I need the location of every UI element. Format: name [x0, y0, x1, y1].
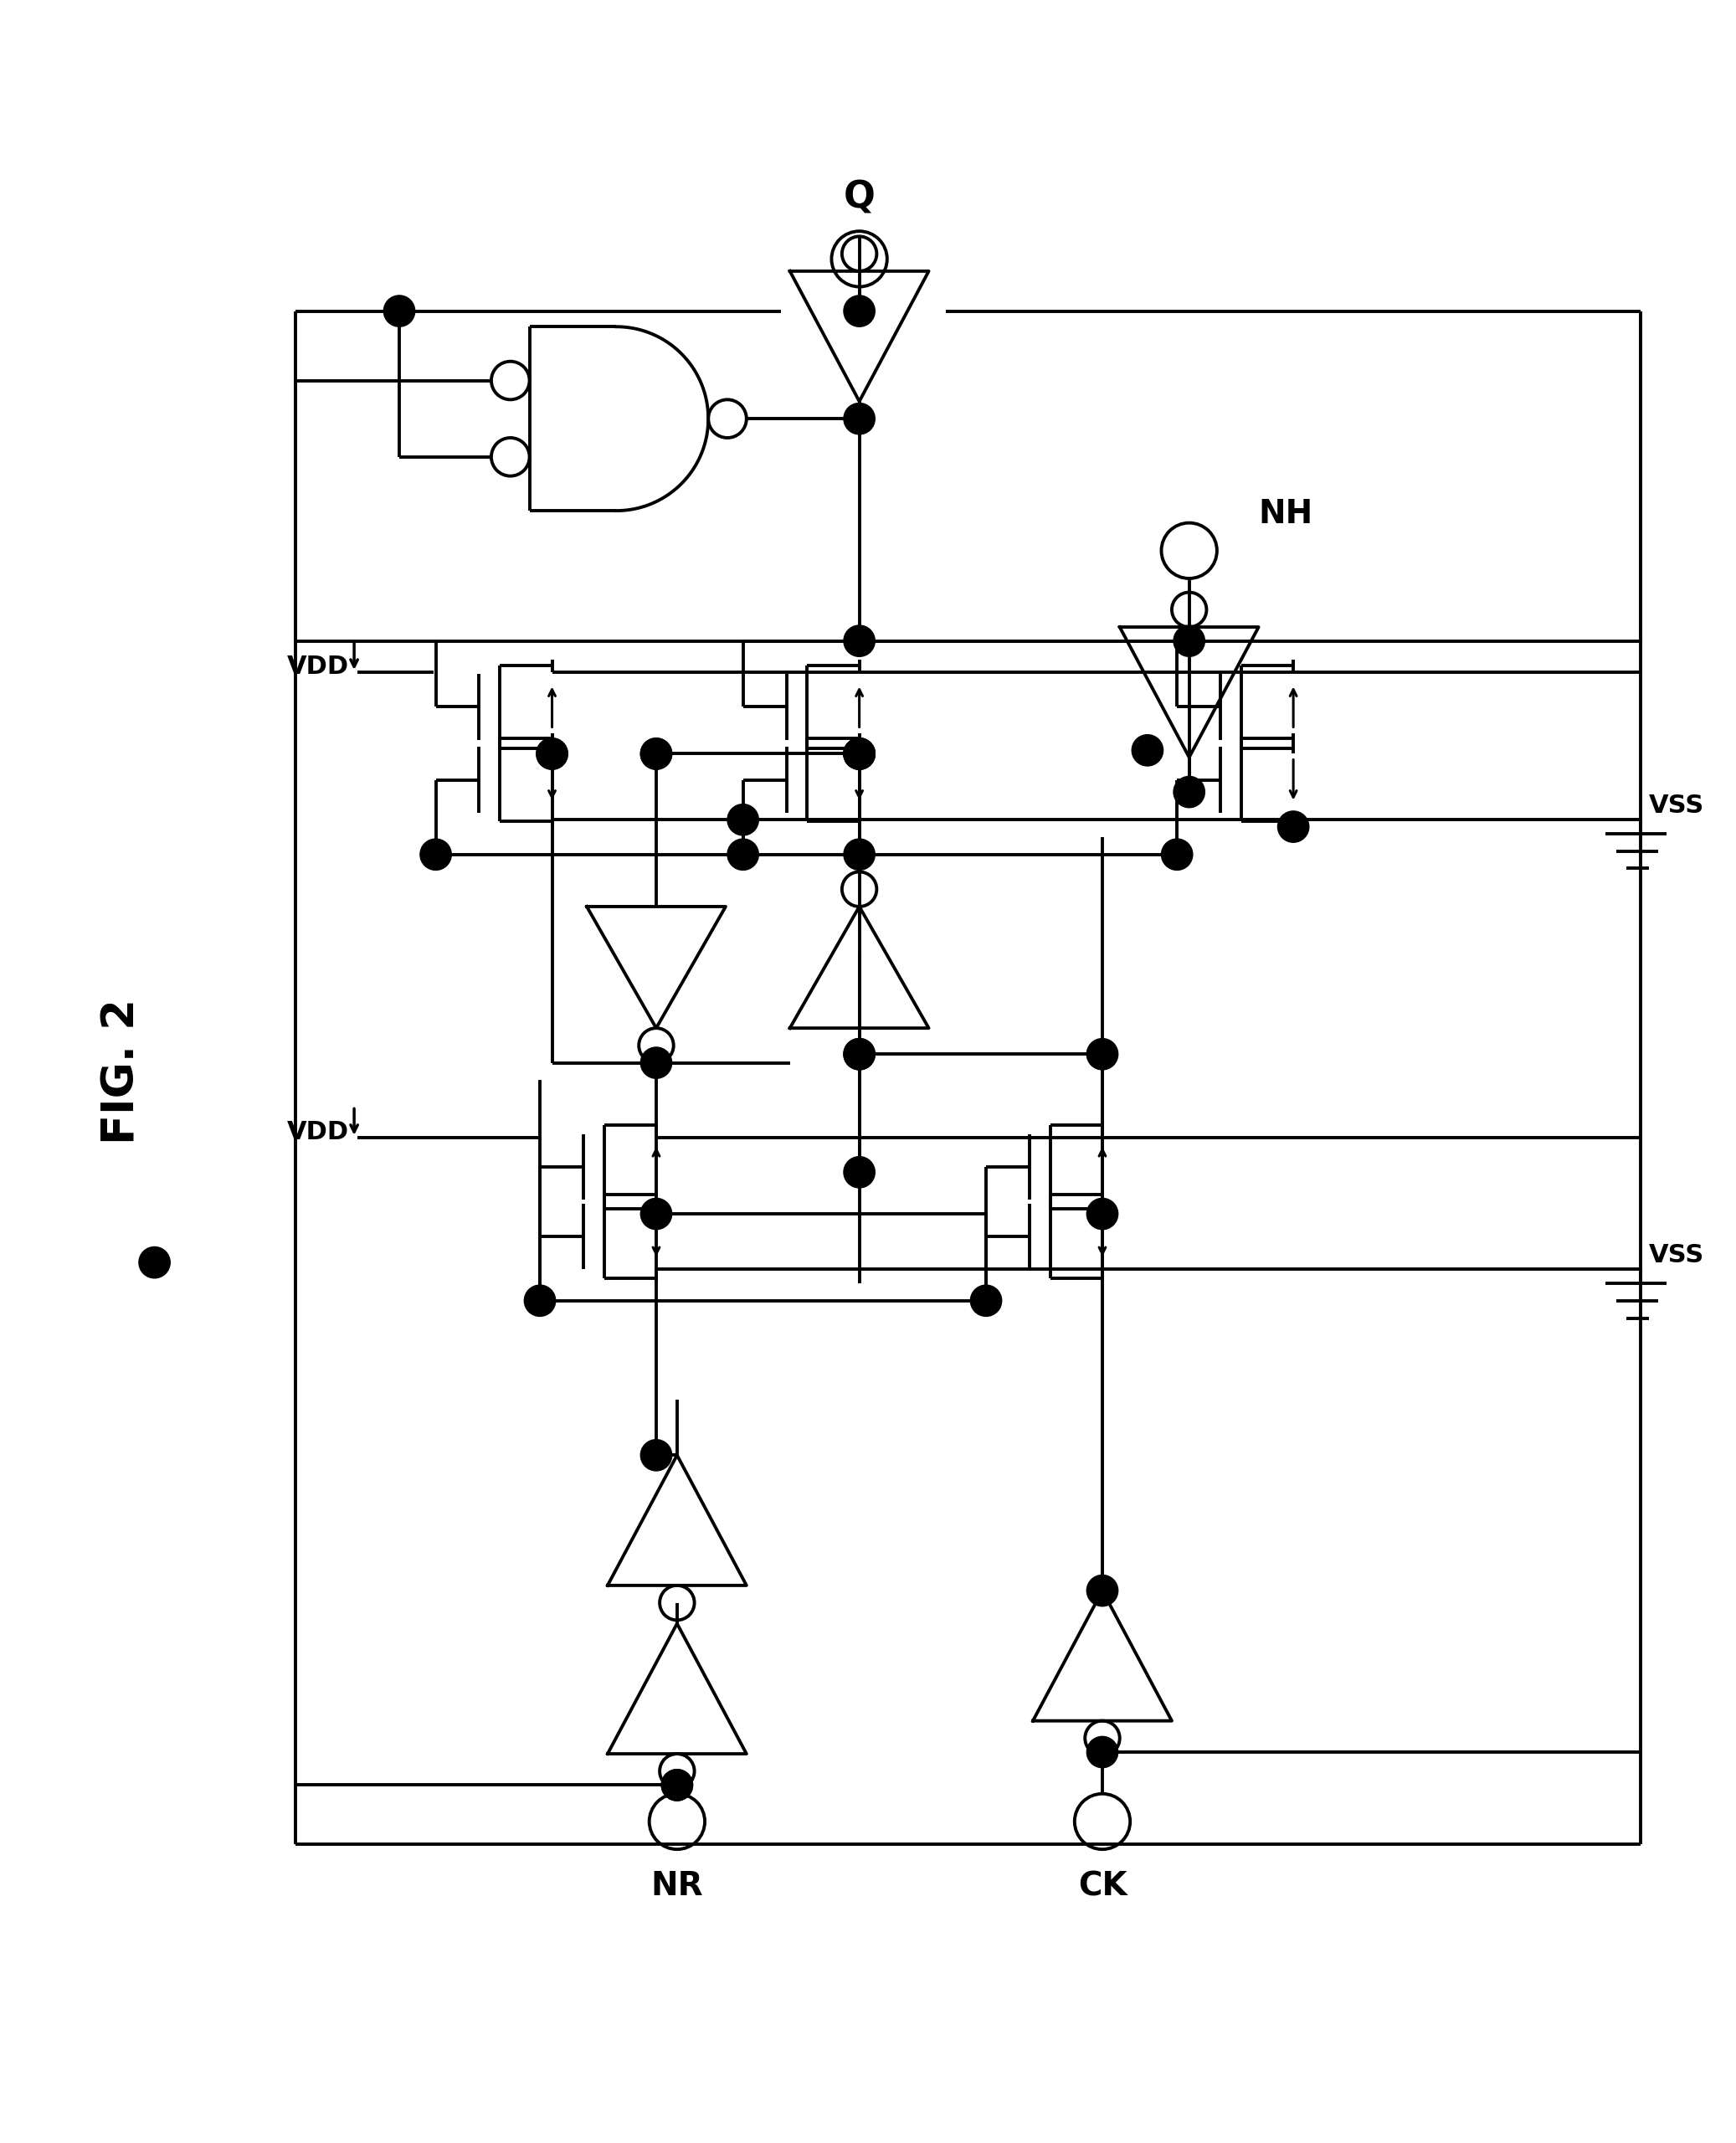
Circle shape	[1087, 1039, 1118, 1069]
Text: FIG. 2: FIG. 2	[99, 999, 144, 1144]
Circle shape	[384, 296, 415, 326]
Text: NH: NH	[1259, 497, 1312, 529]
Circle shape	[641, 1440, 672, 1470]
Circle shape	[844, 737, 875, 769]
Circle shape	[1174, 626, 1205, 656]
Circle shape	[844, 1157, 875, 1187]
Text: Q: Q	[844, 180, 875, 216]
Circle shape	[536, 737, 568, 769]
Circle shape	[844, 737, 875, 769]
Circle shape	[1278, 810, 1309, 842]
Circle shape	[1087, 1198, 1118, 1230]
Circle shape	[844, 1039, 875, 1069]
Circle shape	[844, 296, 875, 326]
Circle shape	[641, 1048, 672, 1078]
Circle shape	[420, 838, 451, 870]
Circle shape	[727, 804, 759, 836]
Text: VSS: VSS	[1649, 1243, 1705, 1269]
Text: CK: CK	[1078, 1871, 1127, 1903]
Circle shape	[1161, 838, 1193, 870]
Circle shape	[536, 737, 568, 769]
Circle shape	[1087, 1736, 1118, 1768]
Circle shape	[641, 1198, 672, 1230]
Circle shape	[1087, 1575, 1118, 1607]
Text: VDD: VDD	[286, 1121, 349, 1144]
Circle shape	[641, 737, 672, 769]
Circle shape	[661, 1770, 693, 1800]
Text: VSS: VSS	[1649, 793, 1705, 819]
Circle shape	[844, 1039, 875, 1069]
Text: NR: NR	[651, 1871, 703, 1903]
Circle shape	[661, 1770, 693, 1800]
Circle shape	[844, 403, 875, 435]
Circle shape	[524, 1286, 556, 1316]
Circle shape	[1132, 735, 1163, 765]
Circle shape	[844, 737, 875, 769]
Circle shape	[139, 1247, 170, 1277]
Circle shape	[727, 838, 759, 870]
Circle shape	[1174, 776, 1205, 808]
Circle shape	[844, 737, 875, 769]
Circle shape	[970, 1286, 1002, 1316]
Circle shape	[844, 626, 875, 656]
Text: VDD: VDD	[286, 656, 349, 679]
Circle shape	[641, 737, 672, 769]
Circle shape	[844, 838, 875, 870]
